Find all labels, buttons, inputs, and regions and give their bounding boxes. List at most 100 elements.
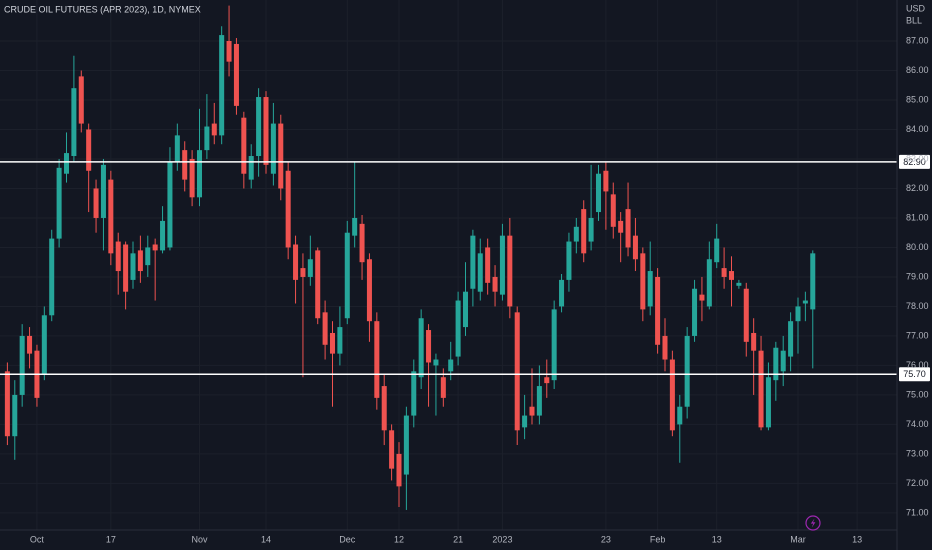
y-tick-label: 81.00	[906, 212, 929, 222]
candle-body	[115, 241, 121, 272]
y-tick-label: 85.00	[906, 94, 929, 104]
candle-body	[640, 253, 646, 310]
candle-body	[403, 415, 409, 475]
candles	[4, 5, 816, 510]
y-tick-label: 74.00	[906, 419, 929, 429]
candle-body	[514, 312, 520, 431]
candle-body	[559, 279, 565, 307]
candle-body	[662, 335, 668, 360]
x-tick-label: 17	[106, 534, 116, 544]
candle-body	[130, 253, 136, 280]
candle-body	[278, 123, 284, 189]
y-tick-label: 75.00	[906, 389, 929, 399]
candle-body	[603, 170, 609, 192]
y-tick-label: 79.00	[906, 271, 929, 281]
candle-body	[655, 276, 661, 345]
candle-body	[522, 415, 528, 428]
candle-body	[137, 250, 143, 272]
candle-body	[470, 235, 476, 289]
candle-body	[426, 330, 432, 363]
candle-body	[41, 315, 47, 375]
chart-title: CRUDE OIL FUTURES (APR 2023), 1D, NYMEX	[4, 4, 201, 14]
price-label-box	[899, 154, 930, 169]
candle-body	[344, 232, 350, 319]
candle-body	[411, 371, 417, 416]
candle-body	[485, 247, 491, 283]
candle-body	[182, 150, 188, 180]
candle-body	[307, 259, 313, 277]
candle-body	[86, 129, 92, 171]
candle-body	[647, 271, 653, 307]
candle-body	[795, 306, 801, 322]
candle-body	[788, 321, 794, 357]
y-tick-label: 86.00	[906, 65, 929, 75]
y-tick-label: 87.00	[906, 35, 929, 45]
candle-body	[270, 123, 276, 174]
candle-body	[462, 291, 469, 328]
candle-body	[78, 76, 84, 124]
unit-label: BLL	[906, 15, 922, 25]
price-label-box	[899, 367, 930, 382]
icon-bolt	[810, 518, 816, 528]
candle-body	[248, 156, 254, 180]
candle-body	[810, 253, 816, 310]
candle-body	[610, 194, 616, 227]
candle-body	[625, 209, 631, 248]
y-tick-label: 78.00	[906, 301, 929, 311]
candle-body	[329, 332, 336, 354]
x-tick-label: Oct	[30, 534, 45, 544]
candle-body	[145, 247, 151, 266]
candle-body	[551, 309, 557, 381]
candle-body	[773, 347, 779, 381]
x-tick-label: 13	[852, 534, 862, 544]
candle-body	[100, 164, 106, 218]
candle-body	[692, 288, 698, 336]
candle-body	[337, 327, 343, 354]
candle-body	[71, 88, 77, 157]
x-tick-label: 21	[453, 534, 463, 544]
candle-body	[204, 126, 210, 151]
candle-body	[440, 377, 446, 398]
candle-body	[751, 332, 757, 351]
candle-body	[573, 226, 579, 242]
y-tick-label: 73.00	[906, 448, 929, 458]
candle-body	[669, 359, 675, 431]
candle-body	[359, 223, 365, 263]
candle-body	[293, 244, 299, 280]
candle-body	[226, 40, 232, 62]
candle-body	[300, 268, 306, 277]
candle-body	[381, 386, 387, 431]
candle-body	[536, 386, 542, 416]
candle-body	[241, 117, 247, 174]
candle-body	[56, 167, 62, 239]
candle-body	[374, 321, 380, 398]
x-tick-label: 2023	[492, 534, 512, 544]
overlay: 82.90 75.70	[0, 154, 930, 382]
candle-body	[728, 271, 735, 280]
candle-body	[588, 217, 594, 242]
candle-body	[618, 220, 624, 233]
candle-body	[233, 43, 239, 106]
x-tick-label: 23	[601, 534, 611, 544]
candle-body	[167, 161, 173, 248]
x-tick-label: 12	[394, 534, 404, 544]
candle-body	[396, 453, 402, 487]
replay-icon[interactable]	[805, 515, 821, 531]
y-tick-label: 80.00	[906, 242, 929, 252]
candle-body	[256, 97, 262, 157]
candle-body	[196, 150, 203, 198]
y-tick-label: 72.00	[906, 478, 929, 488]
candle-body	[743, 288, 749, 342]
candle-body	[448, 359, 454, 372]
candle-body	[63, 153, 70, 174]
candle-body	[12, 394, 18, 437]
y-tick-label: 84.00	[906, 124, 929, 134]
candle-body	[477, 253, 483, 292]
price-label: 82.90	[903, 157, 926, 167]
candle-body	[219, 35, 225, 136]
candle-body	[27, 335, 33, 354]
candle-body	[699, 294, 705, 301]
candle-body	[714, 238, 720, 263]
candle-body	[780, 350, 786, 372]
